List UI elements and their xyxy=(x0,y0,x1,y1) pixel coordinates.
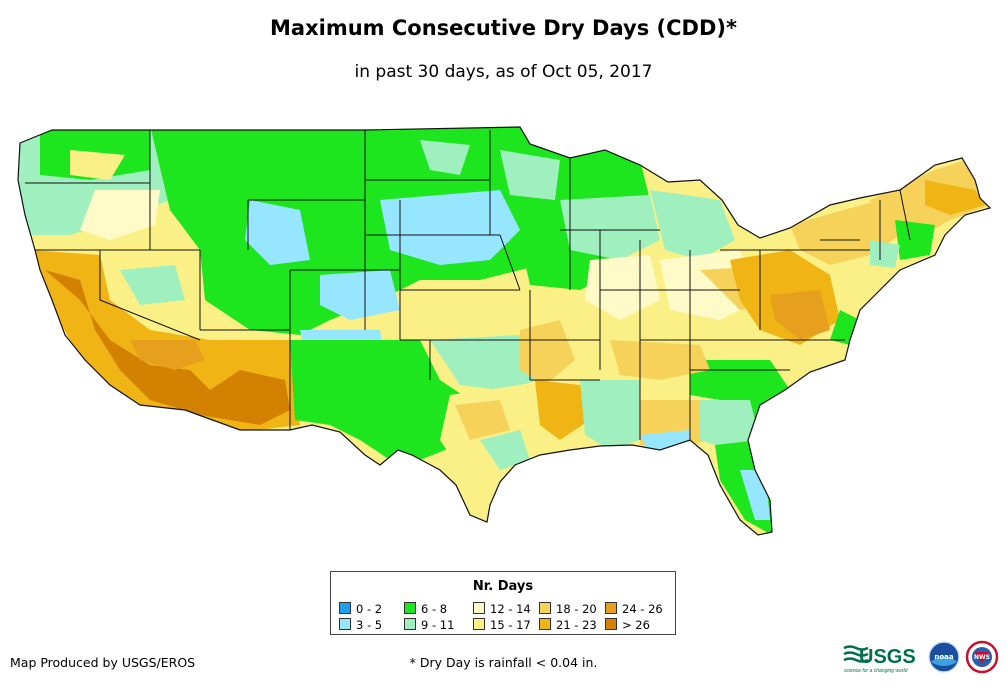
legend-label: 6 - 8 xyxy=(421,602,448,616)
legend-item: 9 - 11 xyxy=(404,618,454,632)
legend-label: 24 - 26 xyxy=(622,602,663,616)
legend-swatch xyxy=(339,602,351,614)
usgs-tagline: science for a changing world xyxy=(844,668,908,674)
nws-logo-text: NWS xyxy=(974,654,990,661)
legend-swatch xyxy=(605,602,617,614)
legend-item: 12 - 14 xyxy=(473,602,531,616)
legend-label: 18 - 20 xyxy=(556,602,597,616)
legend-swatch xyxy=(404,602,416,614)
legend-swatch xyxy=(404,618,416,630)
legend-label: > 26 xyxy=(622,618,650,632)
legend-label: 15 - 17 xyxy=(490,618,531,632)
legend-label: 3 - 5 xyxy=(356,618,383,632)
legend-label: 21 - 23 xyxy=(556,618,597,632)
noaa-logo: noaa xyxy=(928,641,960,673)
map-subtitle: in past 30 days, as of Oct 05, 2017 xyxy=(354,62,653,82)
legend-item: 18 - 20 xyxy=(539,602,597,616)
map-credit: Map Produced by USGS/EROS xyxy=(10,655,196,670)
legend-swatch xyxy=(473,618,485,630)
usgs-logo-text: USGS xyxy=(859,646,916,668)
legend-item: 24 - 26 xyxy=(605,602,663,616)
legend-swatch xyxy=(473,602,485,614)
us-cdd-map xyxy=(17,126,992,536)
legend-item: 15 - 17 xyxy=(473,618,531,632)
footnote: * Dry Day is rainfall < 0.04 in. xyxy=(0,655,1007,670)
nws-logo: NWS xyxy=(965,640,999,674)
agency-logos: USGS science for a changing world noaa N… xyxy=(843,640,999,674)
legend-label: 12 - 14 xyxy=(490,602,531,616)
noaa-logo-text: noaa xyxy=(934,653,954,661)
legend-swatch xyxy=(339,618,351,630)
legend-swatch xyxy=(605,618,617,630)
usgs-logo: USGS science for a changing world xyxy=(843,645,916,674)
legend-title: Nr. Days xyxy=(472,579,534,594)
legend-item: 3 - 5 xyxy=(339,618,382,632)
footnote-text: * Dry Day is rainfall < 0.04 in. xyxy=(409,655,598,670)
map-title: Maximum Consecutive Dry Days (CDD)* xyxy=(270,16,737,40)
legend-swatch xyxy=(539,602,551,614)
legend: Nr. Days 0 - 2 3 - 5 6 - 8 9 - 11 12 - 1… xyxy=(330,571,676,635)
legend-swatch xyxy=(539,618,551,630)
legend-item: 0 - 2 xyxy=(339,602,382,616)
legend-item: 21 - 23 xyxy=(539,618,597,632)
legend-label: 9 - 11 xyxy=(421,618,455,632)
legend-label: 0 - 2 xyxy=(356,602,383,616)
legend-item: 6 - 8 xyxy=(404,602,447,616)
legend-item: > 26 xyxy=(605,618,650,632)
